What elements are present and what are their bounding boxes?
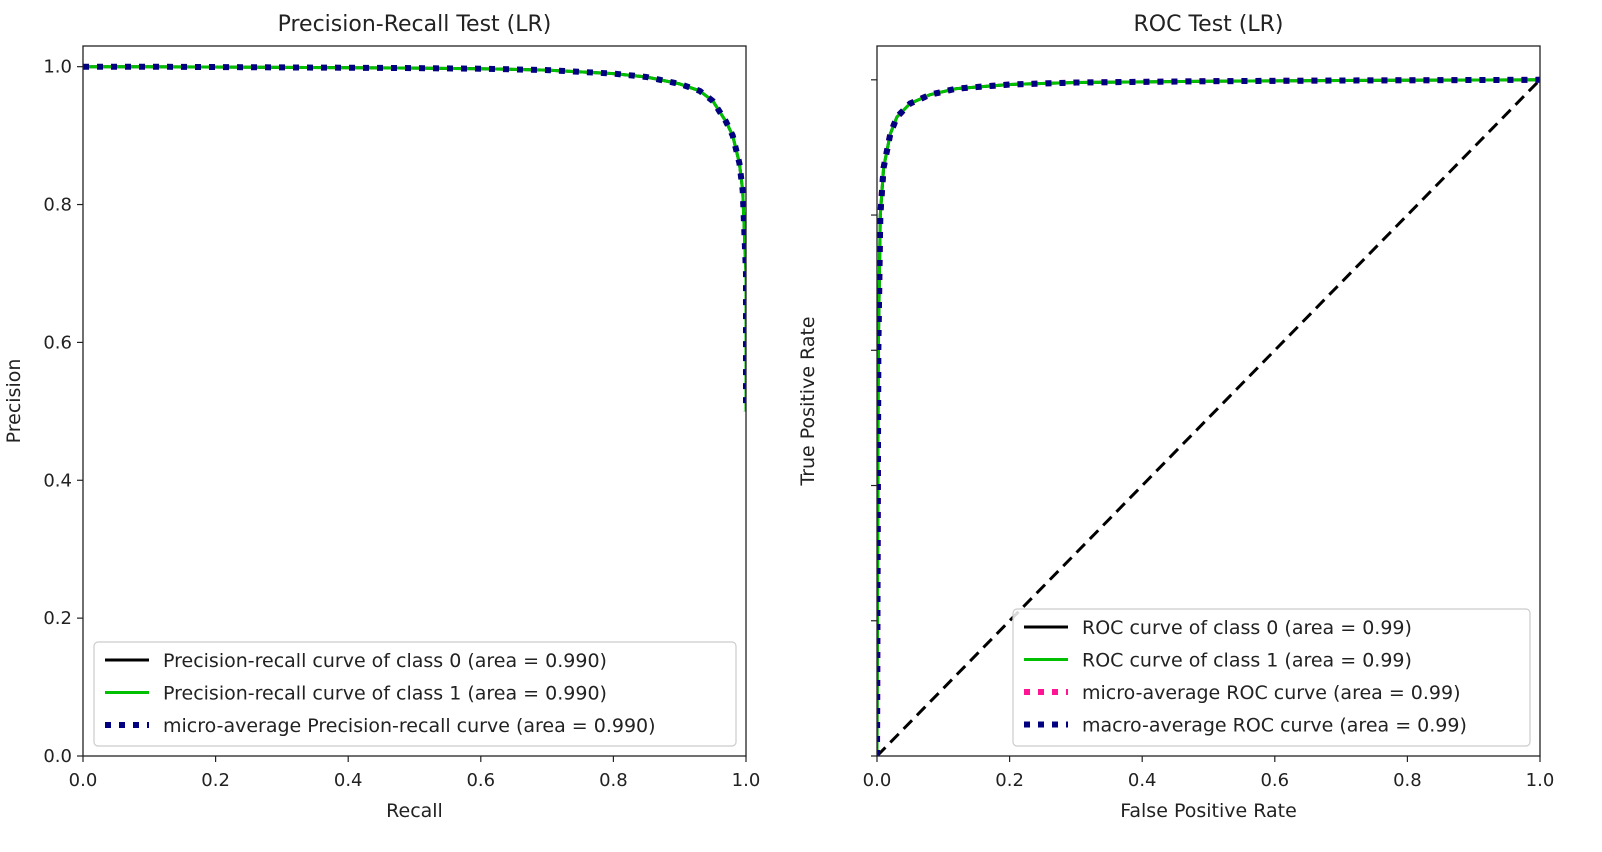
x-tick-label: 0.4 [1128, 770, 1157, 791]
y-axis-label: Precision [3, 359, 25, 444]
plot-frame [876, 45, 1541, 757]
x-axis-label: Recall [386, 800, 443, 822]
y-tick-label: 1.0 [43, 57, 72, 78]
x-tick-label: 0.6 [1260, 770, 1289, 791]
y-tick-label: 0.4 [43, 470, 72, 491]
chart-title: Precision-Recall Test (LR) [278, 12, 552, 37]
x-tick-label: 1.0 [732, 770, 761, 791]
series-line-3 [83, 63, 746, 412]
legend: Precision-recall curve of class 0 (area … [93, 641, 737, 747]
chart-panel-1: Precision-Recall Test (LR) Recall Precisio… [3, 12, 760, 822]
x-tick-label: 0.2 [995, 770, 1024, 791]
legend-label: micro-average Precision-recall curve (ar… [163, 715, 656, 737]
legend-box [1012, 608, 1531, 747]
legend-label: ROC curve of class 0 (area = 0.99) [1082, 617, 1412, 639]
y-tick-label: 0.0 [43, 746, 72, 767]
plot-frame [82, 45, 747, 757]
legend: ROC curve of class 0 (area = 0.99) ROC cu… [1012, 608, 1531, 747]
legend-box [93, 641, 737, 747]
series-line-1 [83, 65, 746, 412]
series-line-2 [83, 65, 746, 412]
x-tick-label: 0.6 [466, 770, 495, 791]
x-axis-label: False Positive Rate [1120, 800, 1297, 822]
legend-label: Precision-recall curve of class 0 (area … [163, 650, 607, 672]
chart-title: ROC Test (LR) [1134, 12, 1284, 37]
y-axis-label: True Positive Rate [797, 316, 819, 486]
x-tick-label: 0.2 [201, 770, 230, 791]
y-tick-label: 0.2 [43, 608, 72, 629]
chart-panel-2: ROC Test (LR) False Positive Rate True Pos… [797, 12, 1554, 822]
legend-label: macro-average ROC curve (area = 0.99) [1082, 715, 1467, 737]
series-line-4 [877, 76, 1540, 756]
x-tick-label: 0.8 [599, 770, 628, 791]
y-tick-label: 0.8 [43, 195, 72, 216]
x-tick-label: 0.8 [1393, 770, 1422, 791]
legend-label: ROC curve of class 1 (area = 0.99) [1082, 650, 1412, 672]
legend-label: Precision-recall curve of class 1 (area … [163, 683, 607, 705]
x-tick-label: 0.0 [69, 770, 98, 791]
x-tick-label: 1.0 [1526, 770, 1555, 791]
x-tick-label: 0.4 [334, 770, 363, 791]
legend-label: micro-average ROC curve (area = 0.99) [1082, 682, 1461, 704]
diagonal-reference-line [877, 78, 1540, 756]
x-tick-label: 0.0 [863, 770, 892, 791]
y-tick-label: 0.6 [43, 332, 72, 353]
